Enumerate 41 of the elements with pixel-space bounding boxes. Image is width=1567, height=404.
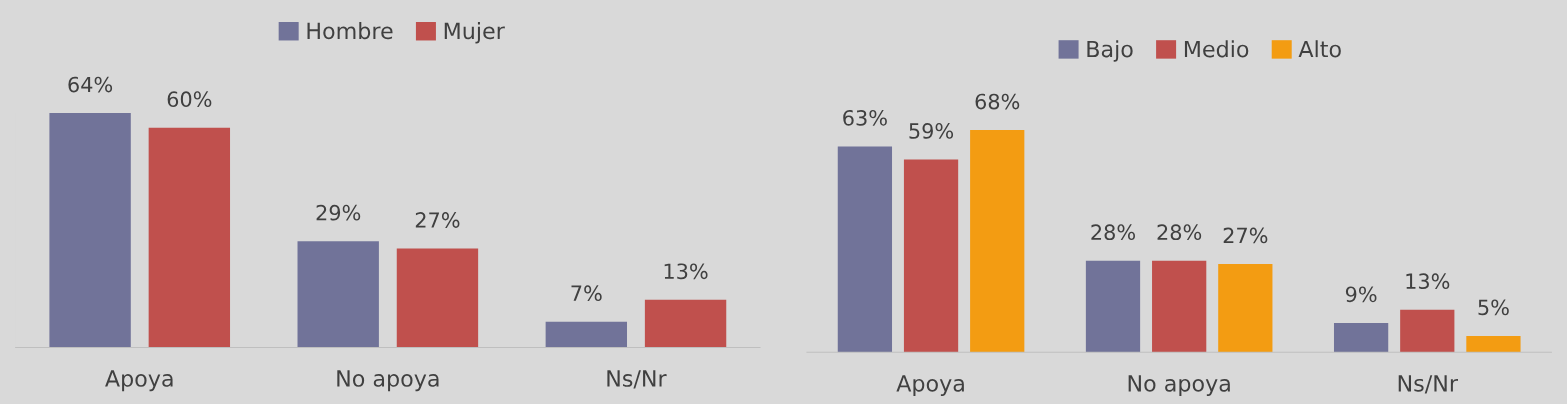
data-label: 29% — [316, 204, 361, 221]
x-tick-label: Ns/Nr — [1398, 375, 1458, 394]
data-label: 13% — [664, 263, 708, 280]
data-label: 59% — [909, 123, 954, 139]
data-label: 7% — [571, 285, 602, 302]
bar — [396, 248, 479, 348]
bar — [1400, 309, 1455, 353]
x-tick-label: Apoya — [105, 370, 173, 392]
data-label: 5% — [1478, 299, 1509, 316]
data-label: 63% — [843, 109, 887, 126]
data-label: 68% — [975, 93, 1020, 110]
bar — [1085, 260, 1141, 353]
bar — [545, 321, 628, 348]
bar — [1152, 260, 1207, 353]
data-label: 64% — [68, 76, 113, 93]
data-label: 60% — [167, 91, 212, 108]
bar — [49, 113, 131, 348]
data-label: 27% — [415, 212, 460, 228]
legend-label: Bajo — [1087, 40, 1133, 62]
bar — [1218, 264, 1273, 353]
bar — [837, 146, 893, 353]
data-label: 9% — [1345, 286, 1377, 303]
legend-label: Alto — [1298, 40, 1341, 58]
bar — [148, 127, 231, 348]
bar — [970, 130, 1025, 353]
data-label: 13% — [1406, 273, 1450, 290]
bar — [644, 299, 727, 348]
x-tick-label: Ns/Nr — [607, 370, 667, 389]
data-label: 28% — [1091, 224, 1136, 241]
x-tick-label: No apoya — [1128, 375, 1230, 397]
x-tick-label: No apoya — [337, 370, 439, 392]
legend-label: Mujer — [444, 22, 505, 44]
data-label: 28% — [1157, 224, 1202, 241]
bar — [1333, 322, 1389, 353]
bar — [1466, 335, 1521, 353]
data-label: 27% — [1223, 227, 1268, 244]
bar — [903, 159, 959, 353]
legend-label: Hombre — [307, 22, 393, 40]
x-tick-label: Apoya — [896, 375, 964, 397]
legend-label: Medio — [1184, 40, 1249, 58]
bar — [297, 241, 379, 348]
